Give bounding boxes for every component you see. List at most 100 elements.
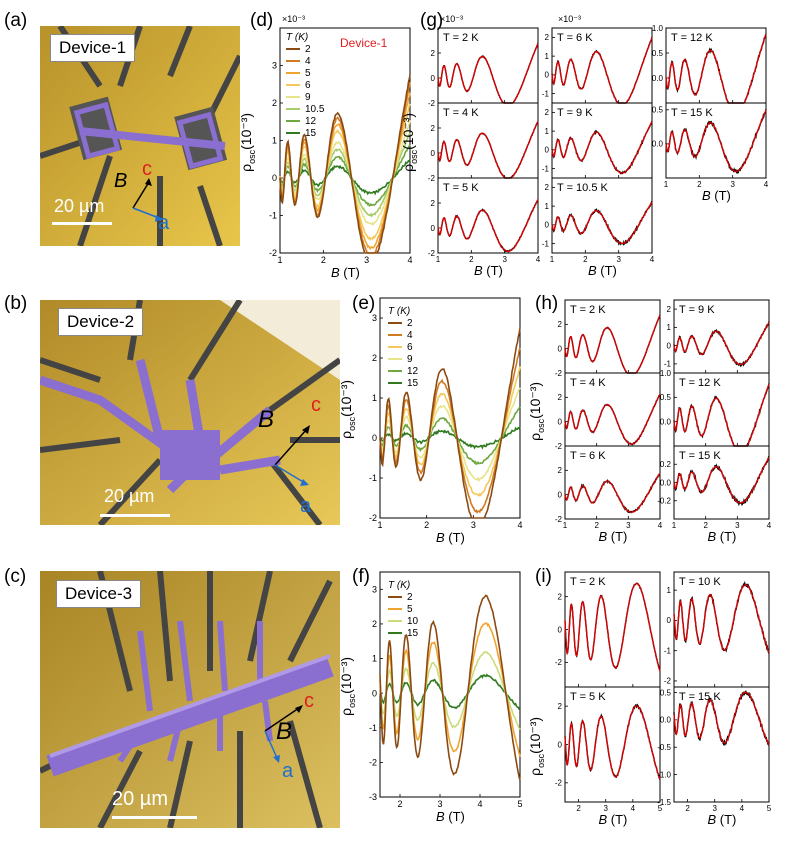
- x-tick-label: 1: [277, 255, 282, 265]
- fit-curve: [673, 322, 770, 366]
- x-tick-label: 4: [764, 180, 769, 189]
- y-tick-label: 2: [431, 124, 436, 133]
- subplot-temp-label: T = 15 K: [679, 450, 721, 462]
- subplot-temp-label: T = 4 K: [443, 107, 479, 119]
- series-line-T12: [279, 144, 411, 207]
- x-tick-label: 3: [502, 255, 507, 264]
- subplot-h-4: 0.0 0.5 1.0 T = 12 K: [660, 369, 770, 448]
- y-tick-label: -1: [664, 646, 672, 655]
- y-axis-label-g: ρosc(10⁻³): [400, 112, 419, 172]
- y-tick-label: -3: [369, 792, 377, 802]
- legend-swatch: [388, 608, 402, 610]
- subplot-temp-label: T = 9 K: [557, 107, 593, 119]
- x-axis-label-g-1: B (T): [588, 263, 617, 278]
- y-axis-label-f: ρosc(10⁻³): [338, 656, 357, 716]
- x-tick-label: 3: [364, 255, 369, 265]
- subplot-temp-label: T = 10.5 K: [557, 182, 609, 194]
- y-tick-label: 0.5: [652, 49, 664, 58]
- x-axis-label-f: B (T): [436, 809, 465, 824]
- y-tick-label: -2: [555, 369, 563, 378]
- x-tick-label: 2: [424, 520, 429, 530]
- fit-curve: [551, 201, 653, 245]
- y-tick-label: 1: [667, 323, 672, 332]
- x-tick-label: 3: [603, 804, 608, 813]
- y-tick-label: 2: [667, 305, 672, 314]
- y-tick-label: 0: [558, 625, 563, 634]
- fit-curve: [665, 109, 767, 173]
- y-tick-label: 0: [431, 224, 436, 233]
- panel-label-c: (c): [4, 566, 27, 587]
- y-tick-label: -2: [555, 442, 563, 451]
- y-tick-label: 1: [545, 127, 550, 136]
- legend-label: 10.5: [305, 103, 325, 115]
- fit-curve: [437, 121, 539, 179]
- scale-text-3: 20 µm: [112, 788, 168, 810]
- legend-swatch: [286, 96, 300, 98]
- subplot-temp-label: T = 10 K: [679, 576, 721, 588]
- legend-entry: 15: [388, 377, 418, 389]
- fit-curve: [551, 37, 653, 104]
- x-tick-label: 5: [767, 804, 772, 813]
- y-tick-label: 0: [272, 173, 277, 183]
- axis-a-1: a: [158, 212, 170, 234]
- plot-frame: [665, 102, 767, 179]
- x-tick-label: 1: [563, 521, 568, 530]
- subplot-temp-label: T = 12 K: [679, 377, 721, 389]
- y-tick-label: -2: [428, 99, 436, 108]
- y-tick-label: 2: [545, 33, 550, 42]
- legend-title: T (K): [388, 580, 411, 591]
- legend-entry: 5: [286, 67, 324, 79]
- series-line-T10.5: [279, 132, 411, 218]
- subplot-temp-label: T = 5 K: [443, 182, 479, 194]
- y-tick-label: 0.0: [660, 417, 672, 426]
- axis-B-2: B: [258, 406, 275, 433]
- y-tick-label: 2: [372, 353, 377, 363]
- y-tick-label: 0.5: [660, 393, 672, 402]
- plot-frame: [673, 571, 770, 688]
- series-line-T2: [379, 328, 521, 519]
- y-tick-label: 0.2: [660, 460, 672, 469]
- y-tick-label: 0.5: [652, 106, 664, 115]
- scale-bar-3: [112, 816, 197, 819]
- axis-a-2: a: [300, 495, 312, 517]
- series-line-T15: [379, 426, 521, 450]
- subplot-g-3: -1 0 1 2 T = 6 K: [542, 27, 653, 104]
- legend-label: 10: [407, 615, 419, 627]
- x-axis-label-d: B (T): [331, 265, 360, 280]
- subplot-i-2: -2 -1 0 1 T = 10 K: [664, 571, 770, 688]
- series-line-T2: [279, 74, 411, 254]
- subplot-g-4: -1 0 1 2 T = 9 K: [542, 102, 653, 179]
- legend-entry: 6: [286, 79, 324, 91]
- legend-swatch: [286, 108, 300, 110]
- y-tick-label: 0: [558, 344, 563, 353]
- exponent-label: ×10⁻³: [558, 14, 582, 24]
- y-tick-label: 0.5: [660, 688, 672, 697]
- panel-label-h: (h): [535, 293, 559, 314]
- legend-label: 5: [305, 67, 311, 79]
- legend-label: 2: [305, 43, 311, 55]
- axis-arrows-3: [264, 705, 303, 763]
- y-tick-label: 2: [545, 183, 550, 192]
- y-tick-label: 0: [545, 221, 550, 230]
- subplot-g-6: 0.0 0.5 1.0 T = 12 K: [652, 24, 767, 104]
- legend-swatch: [388, 346, 402, 348]
- fit-curve: [673, 457, 770, 504]
- y-tick-label: 0: [431, 74, 436, 83]
- y-tick-label: 2: [431, 199, 436, 208]
- y-tick-label: 0.0: [652, 140, 664, 149]
- plot-frame: [437, 177, 539, 254]
- y-tick-label: -1: [542, 89, 550, 98]
- y-tick-label: -2: [555, 658, 563, 667]
- legend-label: 4: [305, 55, 311, 67]
- device-note-d: Device-1: [340, 36, 388, 50]
- x-tick-label: 3: [437, 799, 442, 809]
- y-tick-label: -2: [269, 248, 277, 258]
- y-tick-label: 0: [558, 490, 563, 499]
- subplot-temp-label: T = 15 K: [671, 107, 713, 119]
- y-tick-label: 1: [545, 202, 550, 211]
- legend-d: T (K) 2 4 5 6 9 10.5 12 15: [286, 32, 324, 139]
- legend-entry: 2: [388, 591, 418, 603]
- y-tick-label: -2: [664, 677, 672, 686]
- panel-label-b: (b): [4, 293, 28, 314]
- y-tick-label: 3: [372, 584, 377, 594]
